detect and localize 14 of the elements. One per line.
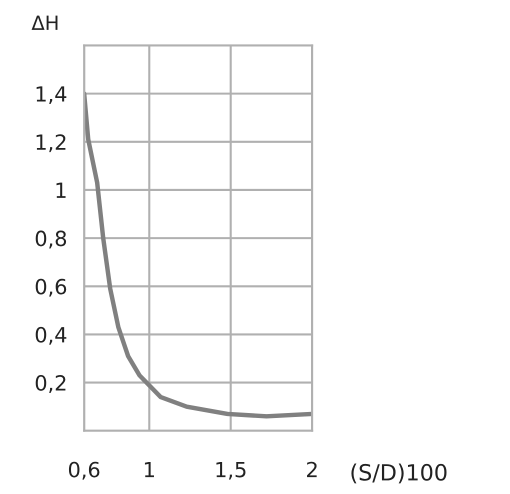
y-tick-label: 1,2 [36, 134, 66, 152]
x-tick-label: 1 [144, 462, 154, 478]
y-tick-label: 0,6 [36, 278, 66, 297]
y-tick-label: 0,4 [36, 326, 66, 345]
x-tick-label: 2 [307, 462, 317, 478]
line-series [84, 91, 312, 419]
y-tick-label: 1,4 [36, 86, 66, 104]
x-axis-title: (S/D)100 [351, 464, 446, 484]
y-tick-label: 1 [56, 182, 66, 198]
y-tick-label: 0,8 [36, 230, 66, 248]
x-tick-label: 1,5 [216, 462, 246, 480]
x-tick-label: 0,6 [68, 462, 100, 480]
y-tick-label: 0,2 [36, 375, 66, 393]
y-axis-title: ΔH [32, 16, 58, 30]
